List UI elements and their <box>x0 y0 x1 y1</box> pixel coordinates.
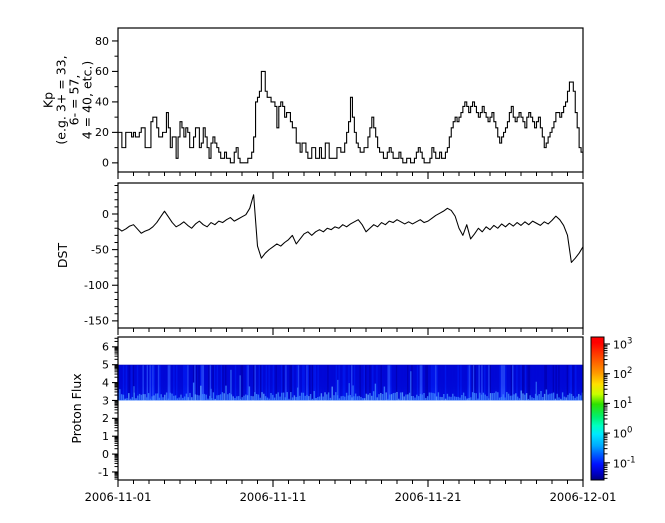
colorbar-tick-label: 102 <box>613 366 632 381</box>
dst-ylabel: DST <box>55 243 70 269</box>
y-tick-label: 0 <box>102 157 109 170</box>
y-tick-label: 3 <box>102 394 109 407</box>
x-tick-label: 2006-11-21 <box>395 490 462 504</box>
x-tick-label: 2006-12-01 <box>550 490 617 504</box>
colorbar-tick-label: 100 <box>613 426 632 441</box>
y-tick-label: 0 <box>102 448 109 461</box>
colorbar-tick-label: 10-1 <box>613 455 635 470</box>
y-tick-label: 1 <box>102 430 109 443</box>
y-tick-label: -50 <box>91 243 109 256</box>
colorbar: 103 102 101 100 10-1 <box>590 336 635 481</box>
dst-series <box>117 194 584 263</box>
dst-ylabel-group: DST <box>55 243 70 269</box>
y-tick-label: 5 <box>102 359 109 372</box>
kp-ylabel-group: Kp(e.g. 3+ = 33,6- = 57,4 = 40, etc.) <box>41 55 95 144</box>
kp-series <box>118 70 583 164</box>
y-tick-label: 20 <box>95 126 109 139</box>
y-tick-label: 4 <box>102 376 109 389</box>
kp-ylabel: Kp(e.g. 3+ = 33,6- = 57,4 = 40, etc.) <box>41 55 95 144</box>
proton-ylabel: Proton Flux <box>69 373 84 443</box>
y-tick-label: -150 <box>84 315 109 328</box>
colorbar-tick-label: 101 <box>613 396 632 411</box>
colorbar-gradient <box>590 336 605 481</box>
proton-flux-band <box>117 364 584 401</box>
dst-panel: 0 -50 -100 -150 <box>84 182 584 335</box>
x-axis-labels: 2006-11-01 2006-11-11 2006-11-21 2006-12-01 <box>85 490 617 504</box>
proton-panel: 6 5 4 3 2 1 0 -1 <box>98 336 584 487</box>
y-tick-label: -1 <box>98 466 109 479</box>
kp-panel: 80 60 40 20 0 <box>95 27 584 179</box>
y-tick-label: 6 <box>102 341 109 354</box>
x-tick-label: 2006-11-11 <box>240 490 307 504</box>
x-tick-label: 2006-11-01 <box>85 490 152 504</box>
colorbar-tick-label: 103 <box>613 337 632 352</box>
y-tick-label: 80 <box>95 35 109 48</box>
y-tick-label: 2 <box>102 412 109 425</box>
y-tick-label: -100 <box>84 279 109 292</box>
y-tick-label: 40 <box>95 96 109 109</box>
proton-ylabel-group: Proton Flux <box>69 373 84 443</box>
y-tick-label: 0 <box>102 208 109 221</box>
y-tick-label: 60 <box>95 65 109 78</box>
